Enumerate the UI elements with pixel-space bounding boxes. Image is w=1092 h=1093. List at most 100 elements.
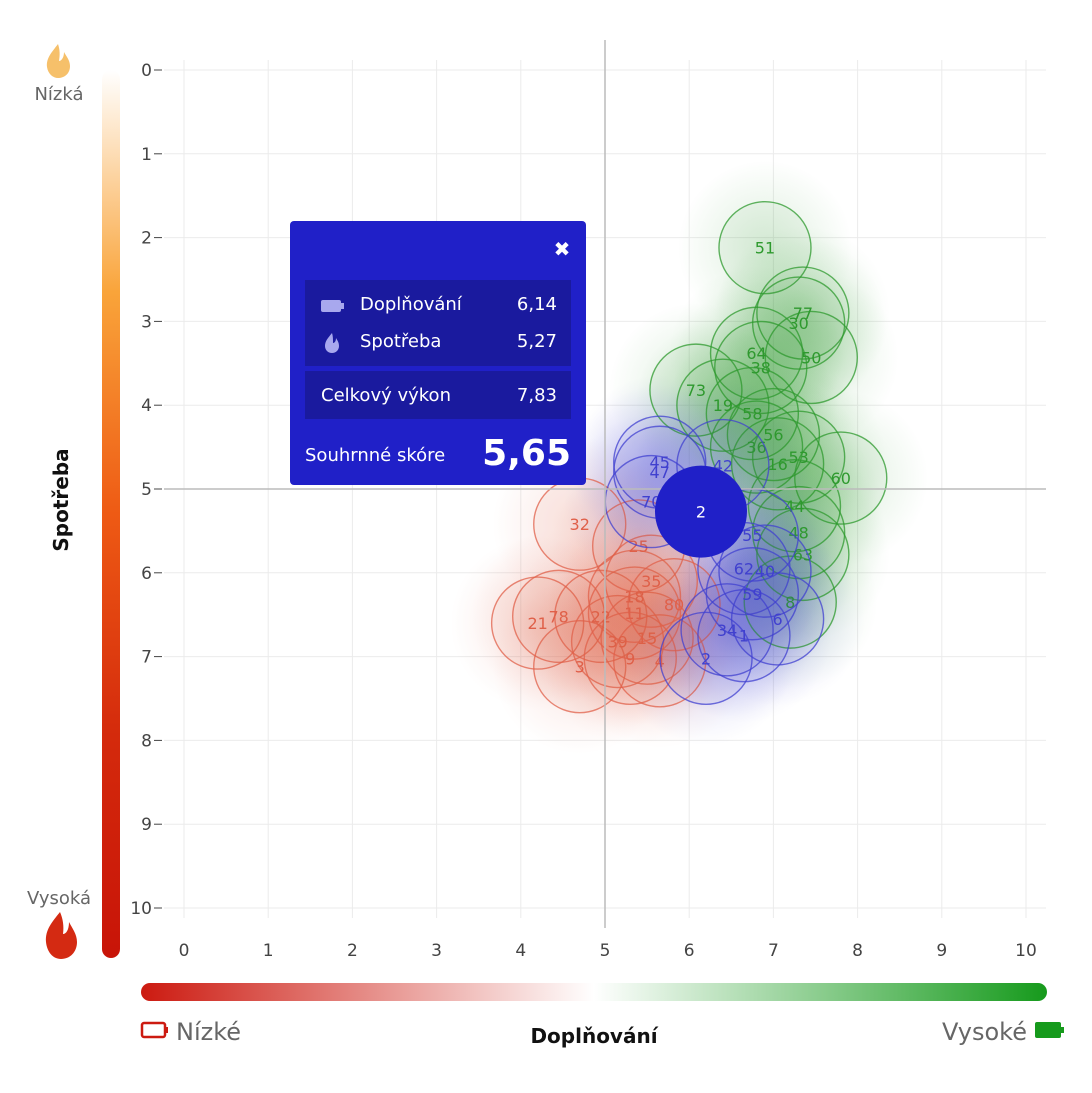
y-end-label-low: Nízká bbox=[34, 84, 83, 105]
highlighted-point[interactable]: 2 bbox=[654, 465, 747, 558]
bubble-point[interactable] bbox=[659, 611, 753, 705]
x-end-label-low: Nízké bbox=[176, 1018, 241, 1046]
tooltip-refill-value: 6,14 bbox=[516, 294, 557, 315]
tooltip-row-refill: Doplňování 6,14 bbox=[305, 290, 571, 320]
tooltip-row-consumption: Spotřeba 5,27 bbox=[305, 327, 571, 357]
bubble-point[interactable] bbox=[730, 572, 825, 666]
x-tick-label: 7 bbox=[768, 941, 779, 961]
bubble-label: 6 bbox=[773, 610, 783, 629]
y-tick-label: 0 bbox=[141, 61, 152, 81]
close-icon[interactable]: ✖ bbox=[553, 237, 571, 261]
bubble-label: 56 bbox=[763, 426, 783, 445]
x-end-label-high: Vysoké bbox=[942, 1018, 1027, 1046]
bubble-point[interactable] bbox=[709, 400, 804, 494]
x-tick-label: 5 bbox=[600, 941, 611, 961]
bubble-label: 77 bbox=[793, 304, 813, 323]
bubble-point[interactable] bbox=[756, 507, 850, 602]
x-tick-label: 3 bbox=[431, 941, 442, 961]
bubble-point[interactable] bbox=[627, 557, 721, 652]
bubble-point[interactable] bbox=[751, 410, 846, 504]
bubble-label: 36 bbox=[746, 438, 766, 457]
battery-icon bbox=[321, 300, 344, 312]
bubble-point[interactable] bbox=[705, 547, 800, 641]
bubble-label: 35 bbox=[641, 572, 661, 591]
bubble-label: 15 bbox=[637, 629, 657, 648]
flame-icon bbox=[325, 333, 339, 353]
bubble-point[interactable] bbox=[764, 310, 858, 405]
highlight-label: 2 bbox=[696, 503, 706, 522]
bubble-label: 30 bbox=[788, 314, 808, 333]
bubble-point[interactable] bbox=[490, 576, 585, 670]
tooltip-performance-value: 7,83 bbox=[516, 385, 557, 406]
bubble-label: 53 bbox=[788, 448, 808, 467]
x-tick-label: 6 bbox=[684, 941, 695, 961]
bubble-label: 21 bbox=[527, 614, 547, 633]
x-tick-label: 8 bbox=[852, 941, 863, 961]
tooltip-score-value: 5,65 bbox=[482, 433, 571, 474]
y-tick-label: 5 bbox=[141, 480, 152, 500]
bubble-point[interactable] bbox=[751, 276, 846, 370]
bubble-label: 64 bbox=[746, 344, 766, 363]
bubble-label: 16 bbox=[767, 455, 787, 474]
x-tick-label: 0 bbox=[179, 941, 190, 961]
tooltip-performance: Celkový výkon 7,83 bbox=[305, 371, 571, 419]
tooltip-performance-label: Celkový výkon bbox=[321, 385, 451, 406]
tooltip-consumption-value: 5,27 bbox=[516, 331, 557, 352]
bubble-label: 32 bbox=[570, 515, 590, 534]
x-axis-title: Doplňování bbox=[530, 1024, 658, 1048]
tooltip-score-label: Souhrnné skóre bbox=[305, 445, 446, 466]
bubble-point[interactable] bbox=[649, 343, 743, 437]
bubble-label: 51 bbox=[755, 239, 775, 258]
flame-low-icon bbox=[46, 44, 70, 78]
bubble-point[interactable] bbox=[697, 588, 791, 683]
tooltip-consumption-label: Spotřeba bbox=[360, 331, 442, 352]
bubble-point[interactable] bbox=[718, 524, 812, 618]
highlight-bubble[interactable] bbox=[654, 465, 747, 558]
x-tick-label: 9 bbox=[936, 941, 947, 961]
battery-high-icon bbox=[1035, 1022, 1064, 1038]
y-tick-label: 2 bbox=[141, 229, 152, 249]
bubble-point[interactable] bbox=[714, 320, 808, 415]
tooltip-panel: ✖ Doplňování 6,14 Spotřeba 5,27 Celkový … bbox=[290, 221, 586, 485]
bubble-label: 80 bbox=[664, 596, 684, 615]
x-tick-label: 1 bbox=[263, 941, 274, 961]
bubble-point[interactable] bbox=[794, 431, 888, 525]
bubble-label: 55 bbox=[742, 526, 762, 545]
bubble-label: 58 bbox=[742, 405, 762, 424]
y-tick-label: 1 bbox=[141, 145, 152, 165]
bubble-label: 34 bbox=[717, 621, 737, 640]
x-tick-label: 10 bbox=[1015, 941, 1037, 961]
bubble-label: 73 bbox=[686, 381, 706, 400]
y-axis-title: Spotřeba bbox=[49, 448, 73, 551]
bubble-point[interactable] bbox=[680, 583, 774, 677]
bubble-label: 47 bbox=[650, 463, 670, 482]
y-tick-label: 3 bbox=[141, 312, 152, 332]
bubble-label: 62 bbox=[734, 560, 754, 579]
y-end-label-high: Vysoká bbox=[27, 888, 91, 909]
bubble-label: 2 bbox=[701, 649, 711, 668]
bubble-label: 78 bbox=[549, 607, 569, 626]
bubble-point[interactable] bbox=[600, 591, 694, 685]
bubble-label: 1 bbox=[739, 627, 749, 646]
y-tick-label: 4 bbox=[141, 396, 152, 416]
bubble-label: 44 bbox=[784, 497, 804, 516]
y-tick-label: 10 bbox=[130, 899, 152, 919]
bubble-label: 8 bbox=[785, 593, 795, 612]
y-tick-label: 8 bbox=[141, 731, 152, 751]
bubble-point[interactable] bbox=[718, 200, 812, 295]
bubble-point[interactable] bbox=[747, 459, 842, 553]
bubble-point[interactable] bbox=[676, 358, 770, 452]
tooltip-refill-label: Doplňování bbox=[360, 294, 462, 315]
flame-high-icon bbox=[45, 912, 77, 959]
tooltip-metrics: Doplňování 6,14 Spotřeba 5,27 bbox=[305, 280, 571, 366]
battery-low-icon bbox=[140, 1021, 168, 1039]
y-gradient-bar bbox=[102, 70, 120, 958]
bubble-point[interactable] bbox=[587, 566, 682, 660]
reference-lines bbox=[164, 40, 1046, 928]
y-tick-label: 6 bbox=[141, 564, 152, 584]
x-gradient-bar bbox=[141, 983, 1047, 1001]
y-tick-label: 9 bbox=[141, 815, 152, 835]
bubble-label: 60 bbox=[831, 469, 851, 488]
